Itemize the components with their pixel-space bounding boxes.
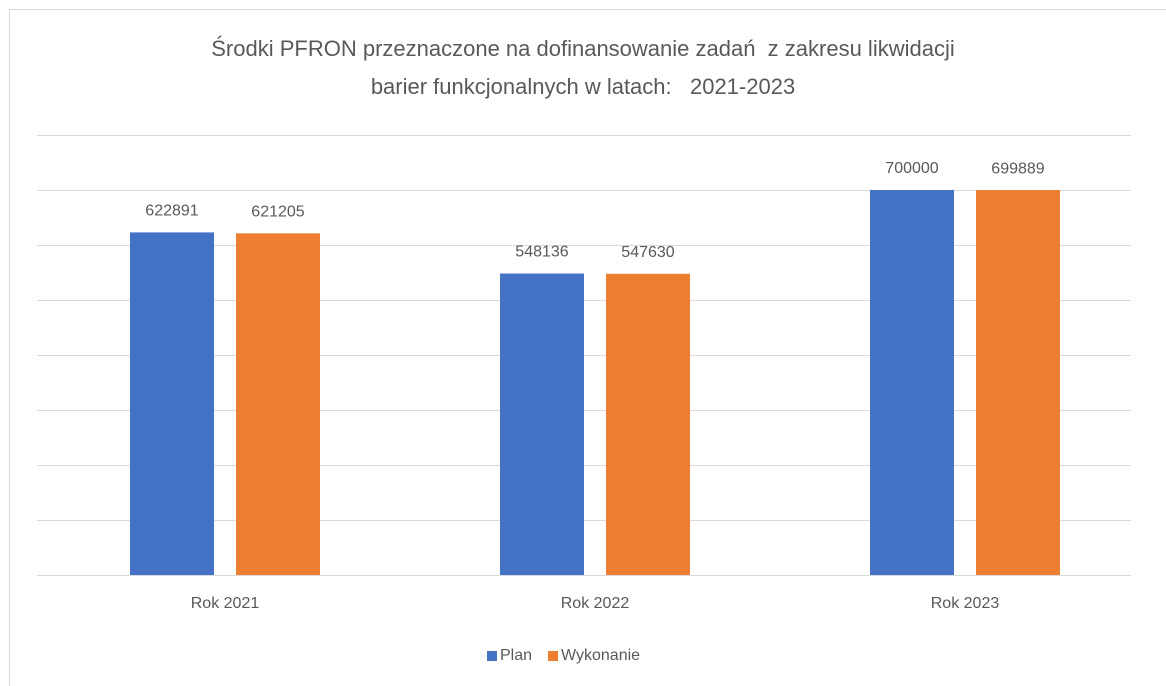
x-tick-label: Rok 2022 [561,595,630,612]
data-label: 699889 [991,160,1044,177]
data-label: 548136 [515,244,568,261]
bar [130,232,214,575]
x-tick-label: Rok 2021 [191,595,260,612]
legend-swatch [548,651,559,661]
data-label: 700000 [885,160,938,177]
bar [500,273,584,575]
legend-label: Plan [500,647,532,664]
legend-label: Wykonanie [561,647,640,664]
data-label: 547630 [621,244,674,261]
x-tick-label: Rok 2023 [931,595,1000,612]
chart-title: barier funkcjonalnych w latach: 2021-202… [371,74,795,99]
legend-swatch [487,651,497,661]
data-label: 622891 [145,203,198,220]
bar [606,273,690,575]
bar [236,233,320,575]
bar [870,190,954,575]
chart-title: Środki PFRON przeznaczone na dofinansowa… [211,36,954,61]
data-label: 621205 [251,204,304,221]
bar [976,190,1060,576]
